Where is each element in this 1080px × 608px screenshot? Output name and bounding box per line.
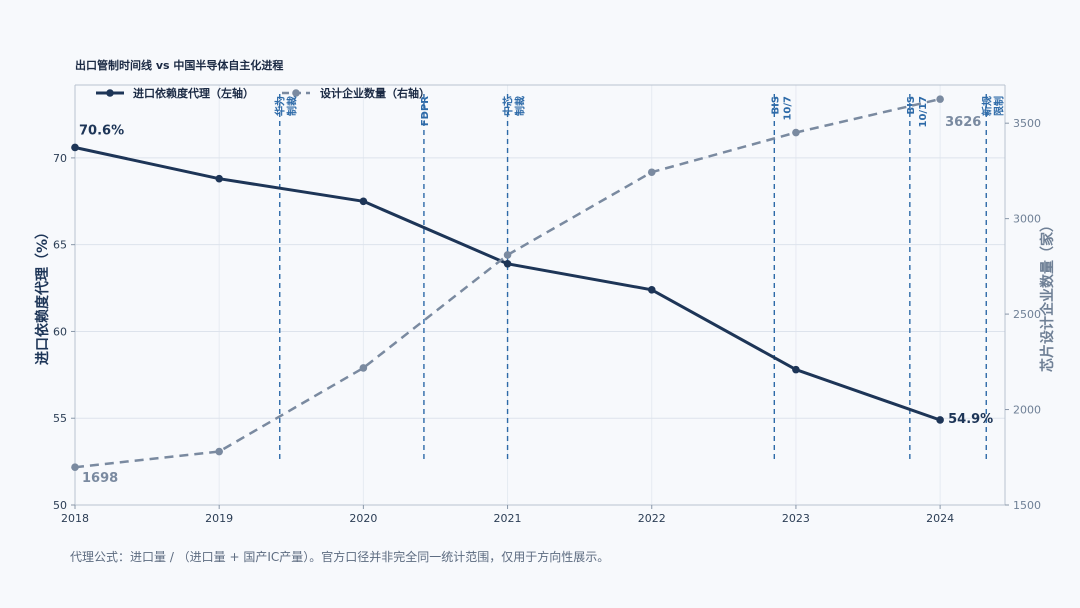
x-tick-label: 2021 [494,512,522,525]
footnote: 代理公式：进口量 / （进口量 + 国产IC产量）。官方口径并非完全同一统计范围… [70,550,610,564]
chart-title: 出口管制时间线 vs 中国半导体自主化进程 [75,58,283,72]
import-dependency-point [792,365,800,374]
x-tick-label: 2018 [61,512,89,525]
import-dependency-point [215,174,223,183]
right-tick-label: 2500 [1013,308,1041,321]
left-tick-label: 55 [53,412,67,425]
import-dependency-point [936,416,944,424]
right-axis-label: 芯片设计企业数量（家） [1039,218,1056,372]
right-tick-label: 3000 [1013,213,1041,226]
x-tick-label: 2022 [638,512,666,525]
left-tick-label: 50 [53,499,67,512]
event-label: 制裁 [286,96,299,116]
event-label: FDPR [420,96,431,126]
import-dependency-point [647,285,656,294]
design-firms-point [647,168,656,177]
import-dependency-point [359,197,368,206]
legend-marker-import-dependency [106,89,114,97]
data-label: 1698 [82,471,118,486]
data-label: 70.6% [79,123,124,138]
design-firms-point [792,128,800,137]
legend-label-import-dependency: 进口依赖度代理（左轴） [133,86,254,100]
design-firms-point [71,463,79,472]
event-label: BIS [770,96,781,115]
right-tick-label: 3500 [1013,117,1041,130]
event-label: 制裁 [514,96,527,116]
data-label: 54.9% [948,412,993,427]
event-label: 限制 [992,96,1005,116]
x-tick-label: 2019 [205,512,233,525]
right-tick-label: 1500 [1013,499,1041,512]
design-firms-point [936,95,944,103]
data-label: 3626 [945,115,981,130]
plot-area [75,85,1005,505]
import-dependency-point [503,259,512,268]
design-firms-point [359,364,368,372]
event-label: 新规 [980,96,993,116]
event-label: 华为 [274,96,287,116]
legend-marker-design-firms [292,89,300,97]
x-tick-label: 2023 [782,512,810,525]
legend-label-design-firms: 设计企业数量（右轴） [320,86,430,100]
left-tick-label: 60 [53,325,67,338]
event-label: BIS [906,96,917,115]
event-label: 中芯 [502,96,515,116]
x-tick-label: 2020 [349,512,377,525]
event-label: 10/17 [918,96,929,128]
import-dependency-point [71,143,79,152]
event-label: 10/7 [782,96,793,121]
design-firms-point [215,447,223,456]
right-tick-label: 2000 [1013,404,1041,417]
left-axis-label: 进口依赖度代理（%） [34,225,51,365]
x-tick-label: 2024 [926,512,954,525]
left-tick-label: 65 [53,239,67,252]
left-tick-label: 70 [53,152,67,165]
design-firms-point [503,251,512,259]
